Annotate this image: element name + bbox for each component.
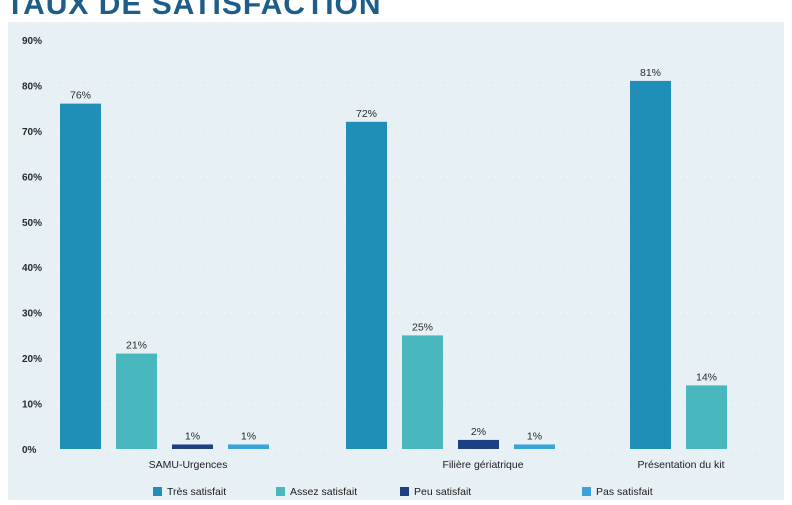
bar (346, 121, 387, 450)
legend-swatch (400, 487, 409, 496)
bar (402, 335, 443, 449)
y-tick-label: 30% (22, 309, 42, 320)
x-axis-categories: SAMU-Urgences Filière gériatrique Présenta… (149, 459, 725, 471)
bar (60, 103, 101, 449)
data-label: 25% (412, 321, 433, 333)
data-label: 21% (126, 340, 147, 352)
data-label: 81% (640, 67, 661, 79)
y-tick-label: 60% (22, 172, 42, 183)
legend-swatch (276, 487, 285, 496)
data-label: 1% (527, 430, 542, 442)
data-label: 72% (356, 108, 377, 120)
bar (686, 385, 727, 449)
legend-label: Assez satisfait (290, 486, 357, 498)
x-category-label: Filière gériatrique (442, 459, 523, 471)
title-bar: TAUX DE SATISFACTION (0, 0, 792, 22)
bars (60, 80, 727, 450)
y-tick-label: 40% (22, 263, 42, 274)
bar-chart: 0% 10% 20% 30% 40% 50% 60% 70% 80% 90% 76% 21% 1% 1%… (22, 36, 778, 498)
legend-swatch (153, 487, 162, 496)
data-labels: 76% 21% 1% 1% 72% 25% 2% 1% 81% 14% (70, 67, 717, 443)
y-tick-label: 90% (22, 36, 42, 47)
legend-swatch (582, 487, 591, 496)
legend-label: Pas satisfait (596, 486, 653, 498)
data-label: 76% (70, 90, 91, 102)
bar (116, 353, 157, 449)
chart-title-text: TAUX DE SATISFACTION (6, 0, 382, 21)
bar (630, 80, 671, 450)
x-category-label: SAMU-Urgences (149, 459, 228, 471)
x-category-label: Présentation du kit (638, 459, 725, 471)
legend-label: Très satisfait (167, 486, 226, 498)
legend: Très satisfait Assez satisfait Peu satisfa… (153, 486, 653, 498)
y-tick-label: 70% (22, 127, 42, 138)
bar (172, 444, 213, 449)
y-tick-label: 10% (22, 400, 42, 411)
y-axis-ticks: 0% 10% 20% 30% 40% 50% 60% 70% 80% 90% (22, 36, 42, 456)
data-label: 2% (471, 426, 486, 438)
y-tick-label: 80% (22, 81, 42, 92)
data-label: 14% (696, 371, 717, 383)
bar (458, 439, 499, 449)
bar (228, 444, 269, 449)
y-tick-label: 50% (22, 218, 42, 229)
data-label: 1% (185, 430, 200, 442)
chart-title: TAUX DE SATISFACTION (6, 0, 388, 22)
data-label: 1% (241, 430, 256, 442)
y-tick-label: 0% (22, 445, 37, 456)
legend-label: Peu satisfait (414, 486, 471, 498)
chart-panel: 0% 10% 20% 30% 40% 50% 60% 70% 80% 90% 76% 21% 1% 1%… (8, 22, 784, 500)
bar (514, 444, 555, 449)
y-tick-label: 20% (22, 354, 42, 365)
